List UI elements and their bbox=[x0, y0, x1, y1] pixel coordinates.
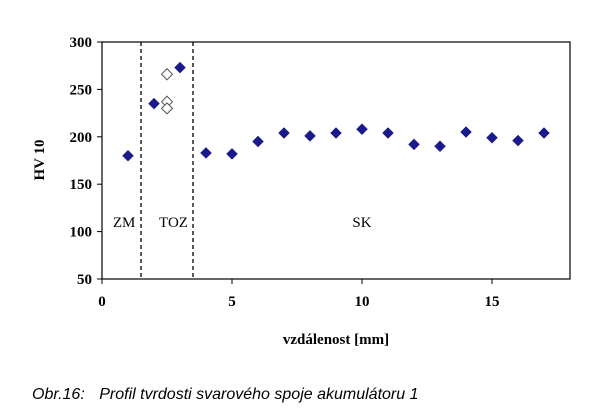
data-point bbox=[148, 97, 160, 110]
data-point bbox=[356, 123, 368, 136]
data-point bbox=[278, 127, 290, 139]
data-point bbox=[122, 149, 134, 162]
data-point bbox=[252, 135, 264, 148]
data-point bbox=[226, 148, 238, 160]
x-tick-label: 0 bbox=[98, 294, 106, 310]
caption-text: Profil tvrdosti svarového spoje akumulát… bbox=[99, 386, 419, 403]
data-point bbox=[512, 134, 524, 147]
data-point bbox=[460, 126, 472, 138]
data-point bbox=[330, 127, 342, 139]
region-label-zm: ZM bbox=[113, 215, 136, 231]
y-tick-label: 150 bbox=[70, 177, 93, 193]
data-point bbox=[538, 127, 550, 139]
y-tick-label: 100 bbox=[70, 225, 93, 241]
y-tick-label: 200 bbox=[70, 130, 93, 146]
x-axis-label: vzdálenost [mm] bbox=[283, 332, 389, 348]
y-tick-label: 300 bbox=[70, 35, 93, 51]
x-tick-label: 15 bbox=[485, 294, 500, 310]
y-tick-label: 250 bbox=[70, 82, 93, 98]
figure-caption: Obr.16: Profil tvrdosti svarového spoje … bbox=[32, 386, 418, 404]
data-point bbox=[200, 147, 212, 159]
x-tick-label: 5 bbox=[228, 294, 236, 310]
region-label-toz: TOZ bbox=[159, 215, 188, 231]
caption-number: Obr.16: bbox=[32, 386, 85, 403]
x-tick-label: 10 bbox=[355, 294, 370, 310]
data-point bbox=[408, 138, 420, 151]
data-point-open bbox=[160, 102, 174, 115]
data-point bbox=[486, 131, 498, 144]
y-axis-label: HV 10 bbox=[32, 140, 48, 181]
region-label-sk: SK bbox=[352, 215, 371, 231]
data-point bbox=[174, 61, 186, 74]
data-point bbox=[434, 140, 446, 153]
data-point bbox=[382, 127, 394, 139]
y-tick-label: 50 bbox=[77, 272, 92, 288]
data-point-open bbox=[160, 68, 174, 81]
data-point bbox=[304, 129, 316, 142]
plot-frame bbox=[101, 41, 571, 280]
scatter-chart: 50 100 150 200 250 300 0 5 10 15 ZM TOZ SK vzdáleno… bbox=[32, 35, 571, 348]
